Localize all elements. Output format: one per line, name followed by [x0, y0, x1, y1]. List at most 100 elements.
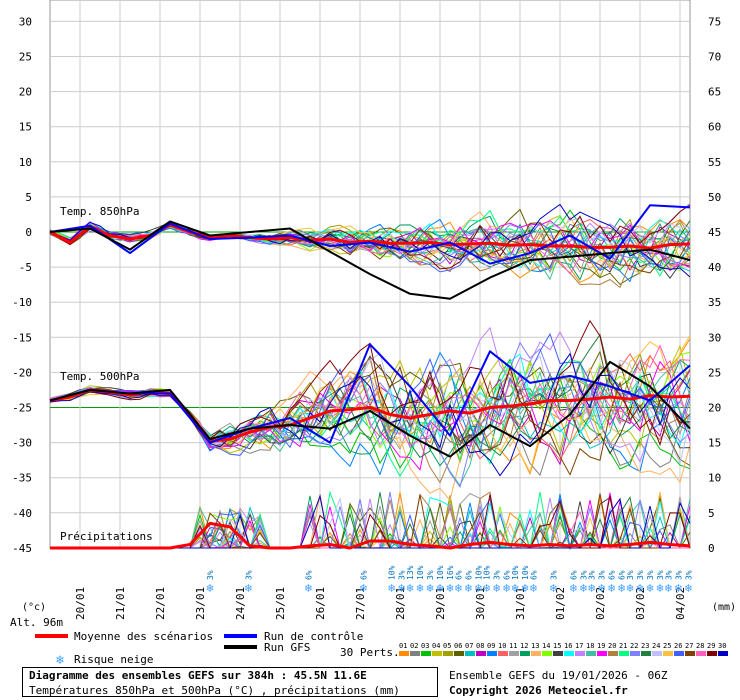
- snowflake-icon: ❄: [521, 581, 528, 595]
- legend-member-number: 02: [410, 642, 418, 650]
- snowflake-icon: ❄: [426, 581, 433, 595]
- snow-risk-label: 3%: [664, 570, 673, 580]
- legend-member-number: 09: [487, 642, 495, 650]
- y-left-tick-label: 10: [19, 156, 32, 169]
- snow-risk-label: 3%: [493, 570, 502, 580]
- snow-risk-label: 6%: [503, 570, 512, 580]
- legend-member-number: 30: [718, 642, 726, 650]
- panel-label-t850: Temp. 850hPa: [60, 205, 139, 218]
- snow-risk-label: 3%: [206, 570, 215, 580]
- snow-risk-label: 10%: [388, 565, 397, 580]
- legend-snowflake-icon: ❄: [55, 653, 64, 668]
- snowflake-icon: ❄: [446, 581, 453, 595]
- snowflake-icon: ❄: [588, 581, 595, 595]
- x-tick-label: 03/02: [634, 587, 647, 620]
- legend-member-swatch: [476, 651, 486, 656]
- snow-risk-label: 3%: [684, 570, 693, 580]
- legend-member-swatch: [608, 651, 618, 656]
- snow-risk-label: 3%: [656, 570, 665, 580]
- x-tick-label: 21/01: [114, 587, 127, 620]
- legend-member-swatch: [553, 651, 563, 656]
- legend-member-number: 14: [542, 642, 550, 650]
- legend: Moyenne des scénarios Run de contrôleRun …: [35, 630, 728, 668]
- snow-risk-label: 6%: [359, 570, 368, 580]
- legend-member-swatch: [575, 651, 585, 656]
- legend-member-number: 27: [685, 642, 693, 650]
- x-tick-label: 23/01: [194, 587, 207, 620]
- snow-risk-label: 6%: [608, 570, 617, 580]
- snowflake-icon: ❄: [530, 581, 537, 595]
- legend-member-swatch: [520, 651, 530, 656]
- snowflake-icon: ❄: [598, 581, 605, 595]
- y-left-tick-label: -30: [12, 437, 32, 450]
- y-left-tick-label: -40: [12, 507, 32, 520]
- y-right-tick-label: 65: [708, 86, 721, 99]
- y-right-tick-label: 55: [708, 156, 721, 169]
- y-right-tick-label: 30: [708, 331, 721, 344]
- snow-risk-label: 3%: [579, 570, 588, 580]
- legend-member-swatch: [597, 651, 607, 656]
- snow-risk-label: 6%: [569, 570, 578, 580]
- y-left-tick-label: -35: [12, 472, 32, 485]
- x-tick-label: 25/01: [274, 587, 287, 620]
- ensemble-run-label: Ensemble GEFS du 19/01/2026 - 06Z: [449, 669, 668, 682]
- legend-member-swatch: [465, 651, 475, 656]
- legend-member-swatch: [487, 651, 497, 656]
- legend-member-swatch: [630, 651, 640, 656]
- snowflake-icon: ❄: [675, 581, 682, 595]
- x-tick-label: 01/02: [554, 587, 567, 620]
- legend-member-number: 24: [652, 642, 660, 650]
- legend-member-swatch: [674, 651, 684, 656]
- legend-member-swatch: [718, 651, 728, 656]
- legend-member-number: 11: [509, 642, 517, 650]
- legend-member-number: 21: [619, 642, 627, 650]
- legend-member-swatch: [564, 651, 574, 656]
- y-left-tick-label: -20: [12, 366, 32, 379]
- legend-control-label: Run de contrôle: [264, 630, 363, 643]
- legend-member-swatch: [542, 651, 552, 656]
- y-left-tick-label: 20: [19, 86, 32, 99]
- legend-member-number: 07: [465, 642, 473, 650]
- legend-member-number: 17: [575, 642, 583, 650]
- legend-member-swatch: [531, 651, 541, 656]
- series-t850-0000ff: [49, 204, 691, 265]
- legend-member-number: 18: [586, 642, 594, 650]
- snowflake-icon: ❄: [305, 581, 312, 595]
- snowflake-icon: ❄: [245, 581, 252, 595]
- snow-risk-label: 10%: [511, 565, 520, 580]
- x-tick-label: 27/01: [354, 587, 367, 620]
- snowflake-icon: ❄: [646, 581, 653, 595]
- snow-risk-label: 10%: [521, 565, 530, 580]
- snow-risk-label: 3%: [549, 570, 558, 580]
- y-right-tick-label: 20: [708, 402, 721, 415]
- legend-snow-label: Risque neige: [74, 653, 153, 666]
- snowflake-icon: ❄: [360, 581, 367, 595]
- x-tick-label: 30/01: [474, 587, 487, 620]
- snow-risk-label: 3%: [244, 570, 253, 580]
- snowflake-icon: ❄: [618, 581, 625, 595]
- snow-risk-label: 10%: [474, 565, 483, 580]
- snowflake-icon: ❄: [436, 581, 443, 595]
- legend-member-number: 28: [696, 642, 704, 650]
- snowflake-icon: ❄: [493, 581, 500, 595]
- snow-risk-label: 6%: [618, 570, 627, 580]
- snowflake-icon: ❄: [580, 581, 587, 595]
- x-tick-label: 04/02: [674, 587, 687, 620]
- y-right-tick-label: 35: [708, 296, 721, 309]
- legend-member-number: 25: [663, 642, 671, 650]
- member-500-line: [49, 355, 691, 455]
- snow-risk-label: 3%: [646, 570, 655, 580]
- legend-member-swatch: [641, 651, 651, 656]
- x-tick-label: 26/01: [314, 587, 327, 620]
- legend-member-number: 15: [553, 642, 561, 650]
- legend-member-swatch: [421, 651, 431, 656]
- x-tick-label: 22/01: [154, 587, 167, 620]
- legend-member-swatch: [663, 651, 673, 656]
- y-left-tick-label: 25: [19, 51, 32, 64]
- snowflake-icon: ❄: [475, 581, 482, 595]
- y-left-tick-label: 30: [19, 15, 32, 28]
- series-t850-000000: [49, 220, 691, 300]
- snowflake-icon: ❄: [550, 581, 557, 595]
- y-left-tick-label: -45: [12, 542, 32, 555]
